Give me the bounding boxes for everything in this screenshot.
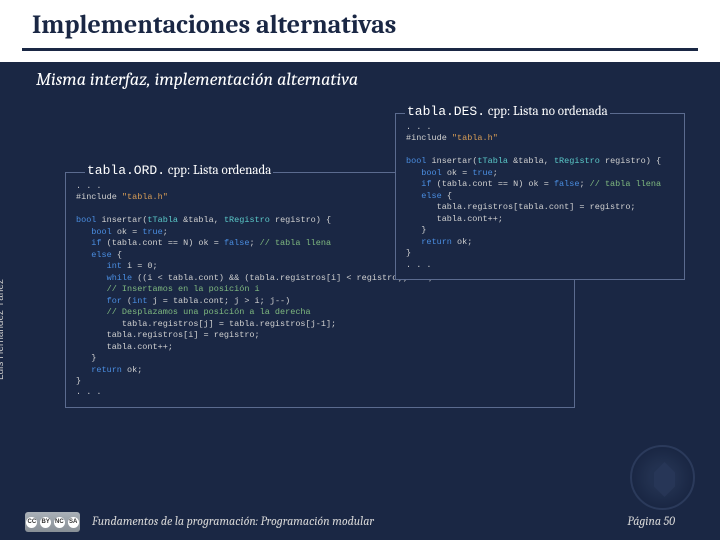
author-sidebar: Luis Hernández Yáñez	[0, 279, 6, 380]
nc-icon: NC	[54, 517, 65, 528]
sa-icon: SA	[68, 517, 79, 528]
slide-title: Implementaciones alternativas	[32, 10, 396, 40]
footer-text: Fundamentos de la programación: Programa…	[92, 514, 374, 528]
university-emblem	[630, 445, 695, 510]
codebox-1-label: tabla.ORD. cpp: Lista ordenada	[85, 163, 273, 178]
codebox-unordered: . . . #include "tabla.h" bool insertar(t…	[395, 113, 685, 280]
codebox-2-label: tabla.DES. cpp: Lista no ordenada	[405, 104, 610, 119]
by-icon: BY	[40, 517, 51, 528]
cc-icon: CC	[26, 517, 37, 528]
page-number: Página 50	[627, 514, 675, 528]
cc-license-badge: CC BY NC SA	[25, 512, 80, 532]
title-underline	[22, 48, 698, 51]
slide-subtitle: Misma interfaz, implementación alternati…	[36, 69, 358, 90]
